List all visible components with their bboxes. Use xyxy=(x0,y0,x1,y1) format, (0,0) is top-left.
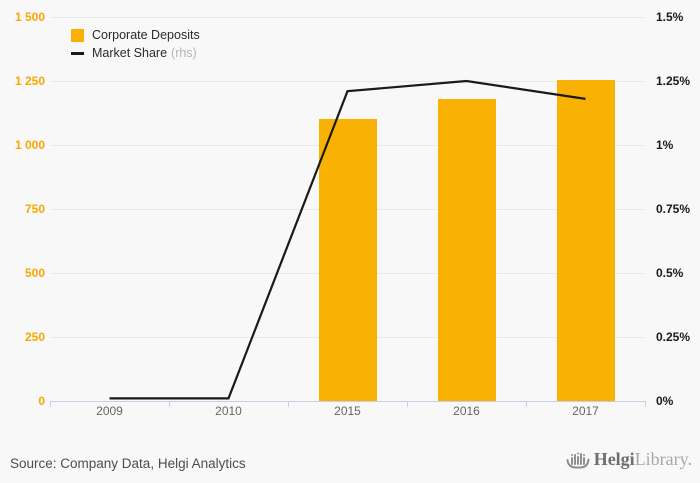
y-axis-label-left: 0 xyxy=(38,394,45,408)
gridline xyxy=(50,16,645,18)
x-axis-label: 2015 xyxy=(334,404,361,418)
y-axis-label-right: 0% xyxy=(656,394,674,408)
y-axis-label-right: 0.5% xyxy=(656,266,684,280)
x-axis-tick xyxy=(645,401,646,407)
legend-item-market-share: Market Share (rhs) xyxy=(71,44,200,62)
plot-area xyxy=(50,16,645,402)
helgi-ship-icon xyxy=(566,452,590,469)
x-axis-tick xyxy=(169,401,170,407)
x-axis-label: 2009 xyxy=(96,404,123,418)
x-axis-tick xyxy=(526,401,527,407)
bar-swatch-icon xyxy=(71,28,84,42)
y-axis-label-left: 1 500 xyxy=(14,10,45,24)
y-axis-label-left: 1 250 xyxy=(14,74,45,88)
bar-corporate-deposits xyxy=(318,119,377,401)
legend-label: Market Share xyxy=(92,46,168,60)
bar-corporate-deposits xyxy=(437,98,496,401)
x-axis-line xyxy=(50,400,645,402)
y-axis-label-right: 0.75% xyxy=(656,202,691,216)
x-axis-tick xyxy=(50,401,51,407)
legend: Corporate Deposits Market Share (rhs) xyxy=(71,26,200,62)
y-axis-label-left: 1 000 xyxy=(14,138,45,152)
source-attribution: Source: Company Data, Helgi Analytics xyxy=(10,456,246,471)
y-axis-label-right: 0.25% xyxy=(656,330,691,344)
y-axis-label-left: 250 xyxy=(24,330,45,344)
helgi-library-logo: Helgi Library. xyxy=(566,448,692,470)
x-axis-label: 2016 xyxy=(453,404,480,418)
logo-text-helgi: Helgi xyxy=(593,448,635,469)
x-axis-label: 2017 xyxy=(572,404,599,418)
line-swatch-icon xyxy=(71,51,84,55)
y-axis-label-right: 1.25% xyxy=(656,74,691,88)
legend-label-suffix: (rhs) xyxy=(171,46,197,60)
market-share-line xyxy=(109,79,586,400)
x-axis-tick xyxy=(288,401,289,407)
gridline xyxy=(50,80,645,82)
logo-text-library: Library. xyxy=(634,448,692,469)
x-axis-tick xyxy=(407,401,408,407)
legend-item-corporate-deposits: Corporate Deposits xyxy=(71,26,200,44)
bar-corporate-deposits xyxy=(556,79,615,401)
y-axis-label-left: 750 xyxy=(24,202,45,216)
y-axis-label-right: 1% xyxy=(656,138,674,152)
y-axis-label-right: 1.5% xyxy=(656,10,684,24)
y-axis-label-left: 500 xyxy=(24,266,45,280)
x-axis-label: 2010 xyxy=(215,404,242,418)
legend-label: Corporate Deposits xyxy=(92,28,200,42)
